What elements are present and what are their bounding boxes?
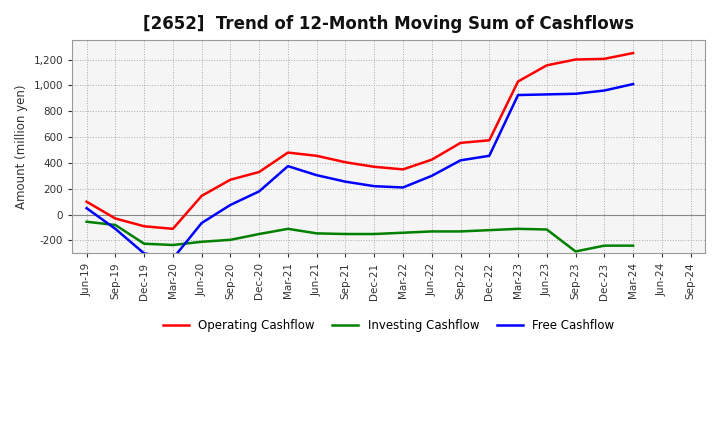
Investing Cashflow [255,231,264,237]
Operating Cashflow [629,51,637,56]
Investing Cashflow [341,231,350,237]
Operating Cashflow [370,164,379,169]
Investing Cashflow [284,226,292,231]
Operating Cashflow [571,57,580,62]
Investing Cashflow [168,242,177,248]
Free Cashflow [284,164,292,169]
Y-axis label: Amount (million yen): Amount (million yen) [15,84,28,209]
Line: Free Cashflow: Free Cashflow [86,84,633,259]
Free Cashflow [600,88,608,93]
Operating Cashflow [513,79,522,84]
Operating Cashflow [341,160,350,165]
Investing Cashflow [513,226,522,231]
Free Cashflow [513,92,522,98]
Operating Cashflow [226,177,235,182]
Investing Cashflow [629,243,637,248]
Operating Cashflow [456,140,465,146]
Operating Cashflow [255,169,264,175]
Free Cashflow [226,202,235,208]
Operating Cashflow [284,150,292,155]
Investing Cashflow [428,229,436,234]
Investing Cashflow [399,230,408,235]
Line: Investing Cashflow: Investing Cashflow [86,222,633,252]
Investing Cashflow [312,231,321,236]
Free Cashflow [456,158,465,163]
Free Cashflow [255,189,264,194]
Investing Cashflow [197,239,206,244]
Investing Cashflow [542,227,551,232]
Investing Cashflow [485,227,494,233]
Investing Cashflow [82,219,91,224]
Operating Cashflow [399,167,408,172]
Legend: Operating Cashflow, Investing Cashflow, Free Cashflow: Operating Cashflow, Investing Cashflow, … [158,315,619,337]
Line: Operating Cashflow: Operating Cashflow [86,53,633,229]
Operating Cashflow [82,199,91,204]
Investing Cashflow [111,222,120,227]
Operating Cashflow [111,216,120,221]
Operating Cashflow [168,226,177,231]
Free Cashflow [370,183,379,189]
Free Cashflow [111,226,120,231]
Free Cashflow [485,153,494,158]
Free Cashflow [312,172,321,178]
Operating Cashflow [312,153,321,158]
Operating Cashflow [197,193,206,198]
Free Cashflow [399,185,408,190]
Free Cashflow [168,256,177,261]
Investing Cashflow [571,249,580,254]
Investing Cashflow [226,237,235,242]
Free Cashflow [140,251,148,256]
Free Cashflow [341,179,350,184]
Operating Cashflow [542,62,551,68]
Investing Cashflow [140,241,148,246]
Free Cashflow [571,91,580,96]
Investing Cashflow [456,229,465,234]
Free Cashflow [82,205,91,211]
Operating Cashflow [485,138,494,143]
Free Cashflow [197,220,206,226]
Investing Cashflow [600,243,608,248]
Operating Cashflow [140,224,148,229]
Operating Cashflow [428,157,436,162]
Investing Cashflow [370,231,379,237]
Free Cashflow [542,92,551,97]
Title: [2652]  Trend of 12-Month Moving Sum of Cashflows: [2652] Trend of 12-Month Moving Sum of C… [143,15,634,33]
Free Cashflow [629,81,637,87]
Free Cashflow [428,173,436,179]
Operating Cashflow [600,56,608,62]
